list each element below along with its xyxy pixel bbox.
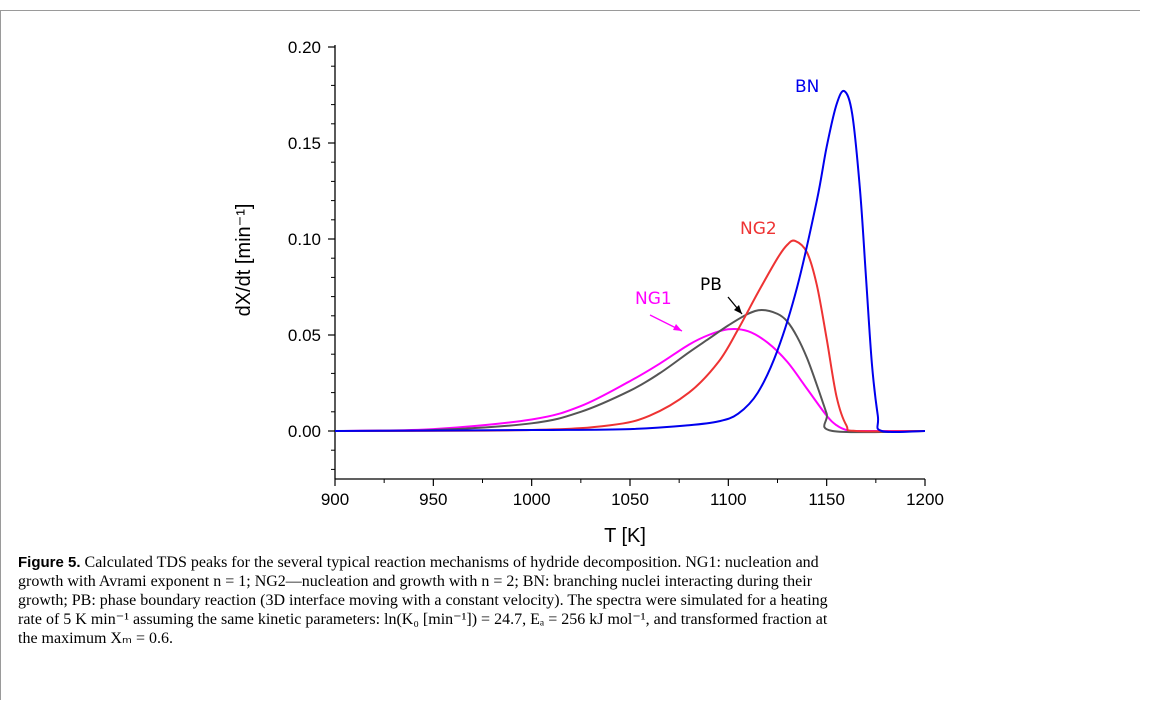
y-tick-label: 0.20 [288,38,321,57]
y-tick-label: 0.00 [288,422,321,441]
chart-axes: 900 950 1000 1050 1100 1150 1200 0.00 0.05 0.10 0.… [288,38,944,509]
x-tick-label: 1200 [906,490,944,509]
x-tick-label: 900 [321,490,349,509]
x-tick-label: 1100 [710,490,747,509]
y-axis-title: dX/dt [min⁻¹] [233,204,255,317]
caption-line-1: Calculated TDS peaks for the several typ… [85,554,819,571]
y-tick-label: 0.10 [288,230,321,249]
series-label-ng1: NG1 [635,289,672,309]
series-line-ng2 [335,241,925,432]
line-chart: 900 950 1000 1050 1100 1150 1200 0.00 0.05 0.10 0.… [0,0,1153,560]
series-line-pb [335,310,925,432]
x-tick-label: 1050 [611,490,649,509]
caption-line-3: growth; PB: phase boundary reaction (3D … [18,592,828,609]
x-tick-label: 950 [419,490,447,509]
series-line-ng1 [335,329,925,431]
x-tick-label: 1000 [513,490,551,509]
y-tick-label: 0.15 [288,134,321,153]
series-label-ng2: NG2 [740,219,777,239]
x-tick-label: 1150 [808,490,845,509]
ng1-arrow-head [673,324,682,331]
figure-caption: Figure 5. Calculated TDS peaks for the s… [18,553,1128,648]
chart-annotations: BN NG2 PB NG1 [635,77,819,331]
caption-line-4: rate of 5 K min⁻¹ assuming the same kine… [18,611,827,628]
x-axis-title: T [K] [604,525,646,547]
series-label-bn: BN [795,77,819,97]
caption-line-2: growth with Avrami exponent n = 1; NG2—n… [18,573,812,590]
series-label-pb: PB [700,275,722,295]
y-tick-label: 0.05 [288,326,321,345]
chart-series-layer [335,91,925,432]
caption-line-5: the maximum Xₘ = 0.6. [18,630,173,647]
figure-label: Figure 5. [18,554,81,571]
